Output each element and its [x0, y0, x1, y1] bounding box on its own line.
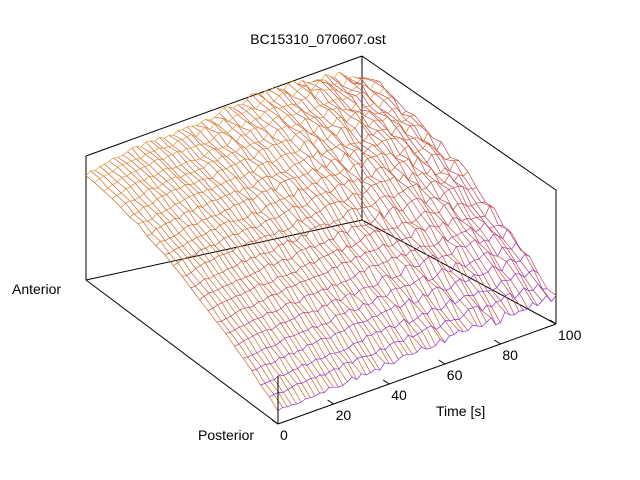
x-tick-label: 60 [447, 367, 463, 383]
x-tick-label: 40 [391, 387, 407, 403]
x-axis-label: Time [s] [436, 403, 485, 419]
posterior-label: Posterior [198, 427, 254, 443]
mesh-line-position [277, 295, 557, 412]
x-tick-mark [549, 319, 557, 325]
mesh-line-time [131, 147, 325, 393]
mesh-line-position [190, 171, 469, 289]
anterior-label: Anterior [12, 281, 61, 297]
mesh-line-time [200, 122, 395, 364]
mesh-line-position [120, 95, 398, 208]
mesh-line-position [138, 115, 415, 225]
mesh-line-position [103, 81, 380, 192]
chart-title: BC15310_070607.ost [250, 31, 386, 47]
x-axis-ticks: 0 20 40 60 80 100 [271, 319, 582, 443]
mesh-line-position [181, 160, 460, 277]
mesh-line-time [219, 113, 413, 355]
mesh-line-position [129, 107, 407, 218]
mesh-line-time [269, 90, 464, 333]
mesh-line-position [260, 269, 539, 386]
x-tick-label: 20 [336, 407, 352, 423]
mesh-line-position [146, 124, 424, 237]
mesh-line-position [216, 205, 495, 323]
x-tick-label: 100 [558, 327, 582, 343]
mesh-line-position [164, 141, 442, 255]
mesh-line-position [85, 71, 363, 177]
mesh-line-position [225, 222, 504, 334]
mesh-line-time [196, 125, 390, 364]
x-tick-mark [271, 419, 279, 425]
mesh-line-position [199, 186, 477, 301]
x-tick-mark [327, 399, 334, 405]
mesh-line-time [141, 146, 334, 388]
mesh-line-time [311, 79, 506, 313]
mesh-line-position [208, 201, 486, 312]
x-tick-mark [438, 359, 446, 365]
mesh-line-time [348, 77, 543, 302]
mesh-line-position [234, 228, 513, 347]
mesh-line-time [260, 94, 455, 335]
mesh-line-time [233, 107, 427, 350]
mesh-line-position [269, 283, 548, 398]
x-tick-label: 0 [280, 427, 288, 443]
mesh-line-position [155, 131, 433, 246]
mesh-line-time [163, 137, 358, 380]
x-tick-mark [494, 339, 501, 345]
mesh-line-position [112, 87, 389, 199]
mesh-line-time [186, 126, 381, 371]
surface-mesh [85, 71, 557, 412]
mesh-line-position [242, 242, 521, 359]
plot-box-back [85, 55, 557, 325]
mesh-line-position [251, 253, 530, 371]
x-tick-label: 80 [502, 347, 518, 363]
mesh-line-time [283, 89, 478, 327]
mesh-line-position [173, 153, 451, 266]
mesh-line-position [94, 76, 371, 183]
plot-box-front [85, 279, 557, 425]
x-tick-mark [382, 379, 390, 385]
